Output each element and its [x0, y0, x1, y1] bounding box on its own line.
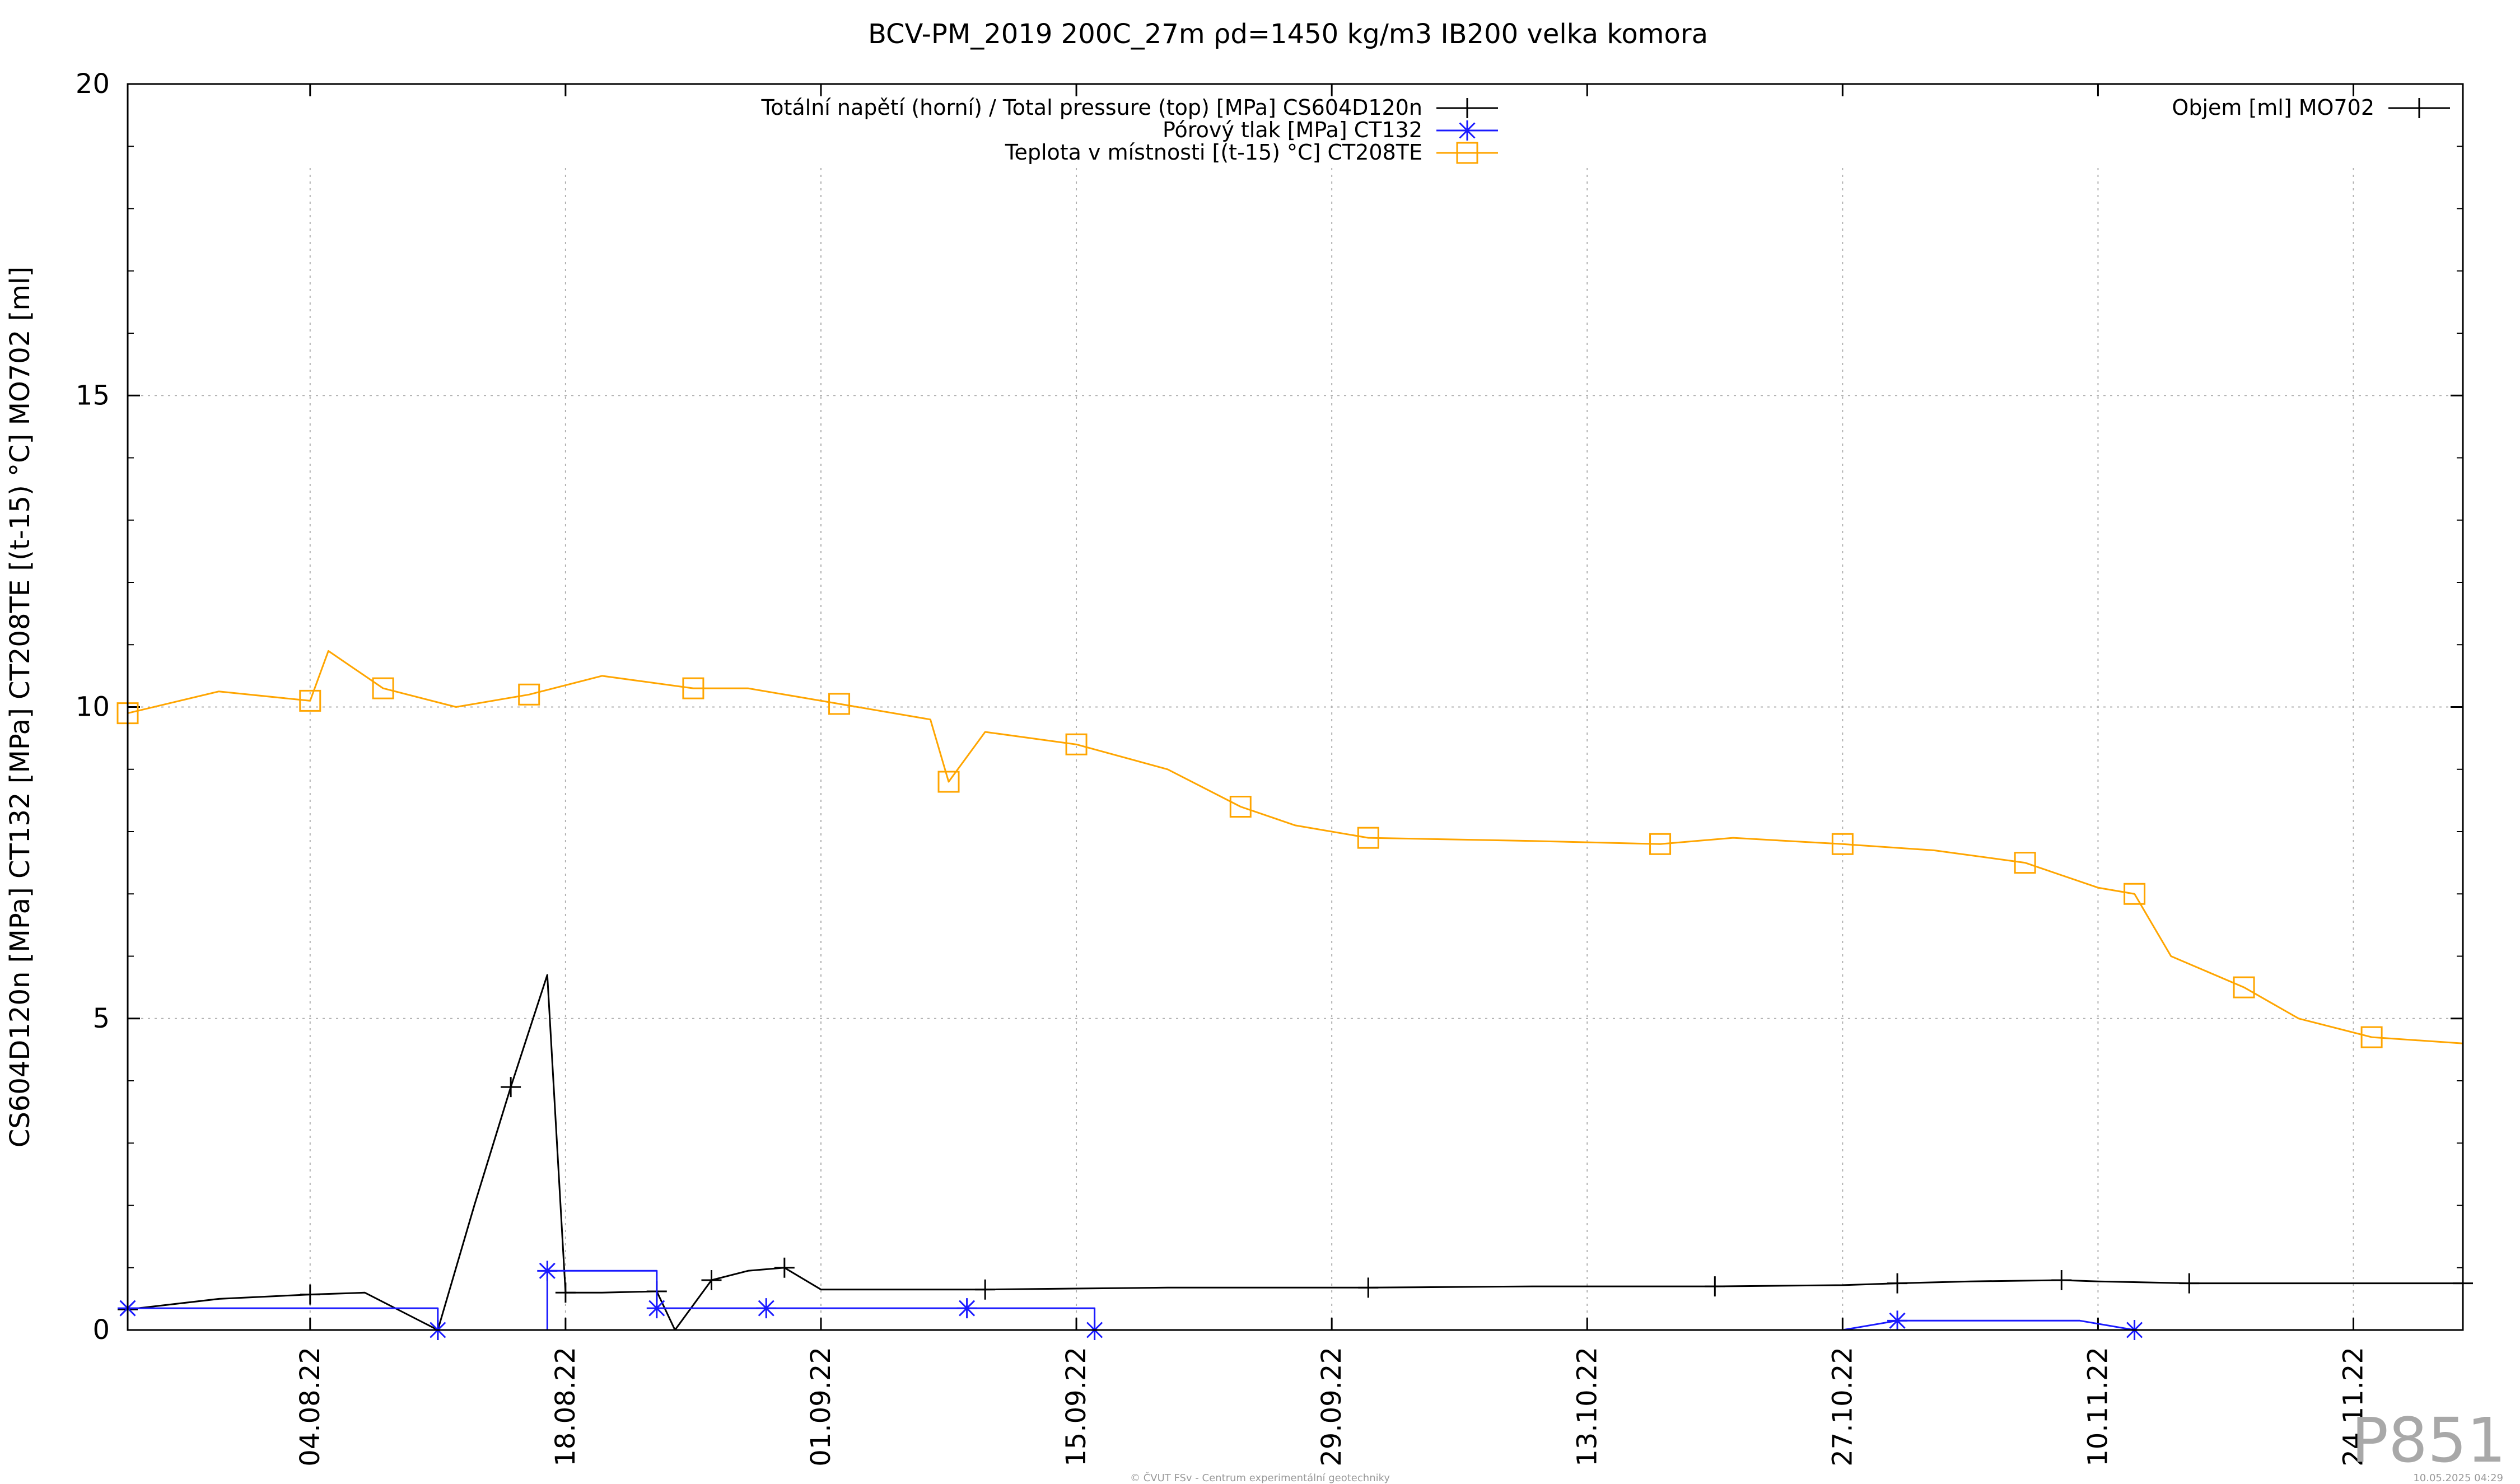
x-tick-label: 01.09.22 — [805, 1347, 837, 1467]
x-tick-label: 27.10.22 — [1827, 1347, 1858, 1467]
series-layer — [116, 650, 2473, 1340]
series-group — [116, 650, 2463, 1048]
y-axis: 0 5 10 15 20 — [76, 68, 2463, 1346]
y-tick-label: 5 — [92, 1003, 110, 1034]
asterisk-marker — [756, 1298, 777, 1319]
series-group — [118, 974, 2473, 1340]
square-marker — [2124, 883, 2146, 905]
legend-entry-label: Pórový tlak [MPa] CT132 — [1163, 118, 1422, 142]
square-marker — [1831, 833, 1854, 855]
series-group — [118, 1261, 2190, 1340]
y-tick-label: 15 — [76, 380, 110, 411]
legend-entry-label: Totální napětí (horní) / Total pressure … — [760, 95, 1422, 120]
plus-marker — [701, 1270, 722, 1290]
square-marker — [937, 771, 960, 793]
footer-timestamp: 10.05.2025 04:29 — [2413, 1472, 2503, 1484]
y-tick-label: 10 — [76, 692, 110, 723]
x-tick-label: 18.08.22 — [550, 1347, 581, 1467]
asterisk-marker — [646, 1298, 667, 1319]
x-tick-label: 13.10.22 — [1571, 1347, 1603, 1467]
x-axis: 04.08.22 18.08.22 01.09.22 15.09.22 29.09.22… — [295, 84, 2369, 1467]
plus-marker — [2179, 1273, 2200, 1294]
plus-marker — [501, 1077, 521, 1098]
y-axis-label: CS604D120n [MPa] CT132 [MPa] CT208TE [(t… — [4, 267, 36, 1147]
square-marker — [2014, 852, 2036, 874]
square-marker — [2360, 1026, 2383, 1048]
x-tick-label: 29.09.22 — [1316, 1347, 1347, 1467]
square-marker — [2233, 976, 2255, 998]
plus-marker — [1887, 1273, 1908, 1294]
square-marker — [1065, 733, 1088, 755]
square-marker — [1456, 142, 1478, 164]
x-tick-label: 04.08.22 — [295, 1347, 326, 1467]
plus-marker — [300, 1284, 320, 1305]
chart-title: BCV-PM_2019 200C_27m ρd=1450 kg/m3 IB200… — [868, 18, 1708, 50]
square-marker — [518, 683, 540, 706]
x-tick-label: 15.09.22 — [1061, 1347, 1092, 1467]
square-marker — [372, 677, 394, 699]
plus-marker — [975, 1279, 996, 1300]
y-tick-label: 20 — [76, 68, 110, 100]
plus-marker — [1358, 1277, 1379, 1298]
plus-marker — [2409, 98, 2429, 118]
plus-marker — [555, 1282, 576, 1303]
watermark-label: P851 — [2351, 1404, 2506, 1476]
x-tick-label: 10.11.22 — [2082, 1347, 2113, 1467]
asterisk-marker — [956, 1298, 977, 1319]
plus-marker — [1457, 98, 1477, 118]
footer-copyright: © ČVUT FSv - Centrum experimentální geot… — [1130, 1472, 1390, 1484]
series-line — [127, 650, 2463, 1044]
square-marker — [1357, 827, 1379, 849]
y-tick-label: 0 — [92, 1314, 110, 1346]
plus-marker — [774, 1257, 795, 1278]
legend-entry-label: Teplota v místnosti [(t-15) °C] CT208TE — [1005, 140, 1422, 165]
asterisk-marker — [1457, 120, 1477, 141]
asterisk-marker — [537, 1261, 558, 1281]
square-marker — [828, 693, 851, 715]
square-marker — [299, 689, 321, 712]
plus-marker — [2051, 1270, 2072, 1290]
grid-lines — [128, 168, 2463, 1330]
square-marker — [682, 677, 704, 699]
legend-entry-label: Objem [ml] MO702 — [2172, 95, 2374, 120]
series-line — [128, 1270, 2190, 1331]
square-marker — [1649, 833, 1672, 855]
asterisk-marker — [1887, 1310, 1908, 1331]
plot-frame — [127, 83, 2464, 1331]
square-marker — [1229, 796, 1252, 818]
series-line — [127, 974, 2463, 1331]
x-tick-label: 24.11.22 — [2338, 1347, 2369, 1467]
plus-marker — [1705, 1276, 1725, 1297]
legend: Totální napětí (horní) / Total pressure … — [760, 95, 2450, 165]
